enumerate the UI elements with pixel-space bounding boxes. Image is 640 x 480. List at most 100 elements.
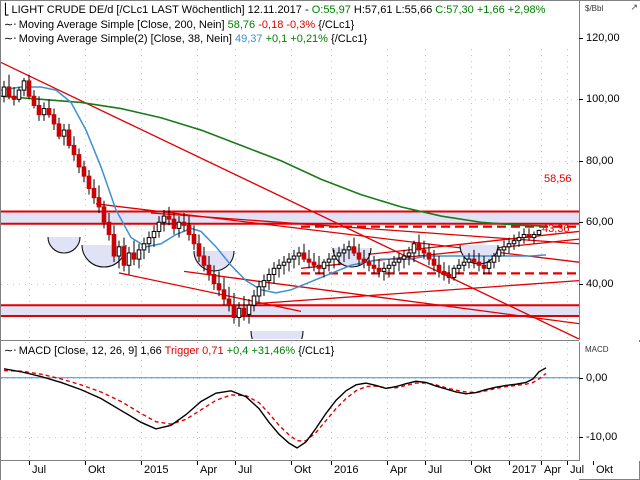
candle-body (436, 264, 442, 272)
ma200-title: Moving Average Simple [Close, 200, Nein] (18, 19, 225, 31)
candle-body (181, 221, 187, 226)
trendline-ascending (352, 230, 579, 257)
legend-row-instrument[interactable]: ⎣ LIGHT CRUDE DE/d [/CLc1 LAST Wöchentlic… (4, 3, 545, 17)
candle-body (376, 267, 382, 272)
grid-line-horizontal (1, 160, 579, 162)
candle-body (296, 252, 302, 257)
price-axis-label: 120,00 (586, 31, 620, 44)
grid-line-vertical (541, 342, 542, 461)
grid-line-vertical (235, 1, 236, 339)
macd-trigger-label: Trigger (164, 345, 200, 357)
legend-row-macd[interactable]: ∼⋅ MACD [Close, 12, 26, 9] 1,66 Trigger 0… (4, 344, 338, 358)
ma38-value: 49,37 (234, 33, 263, 45)
date-axis-label: Apr (390, 464, 408, 476)
candle-body (226, 298, 232, 306)
instrument-open: O:55,97 (311, 4, 351, 16)
candle-body (466, 258, 472, 263)
price-chart-panel[interactable]: 58,56 43,36 (1, 1, 579, 339)
date-axis-tick (85, 461, 86, 465)
date-axis-label: Okt (88, 464, 106, 476)
grid-line-vertical (331, 342, 332, 461)
candle-body (141, 243, 147, 251)
macd-chart-panel[interactable]: ∼⋅ MACD [Close, 12, 26, 9] 1,66 Trigger 0… (1, 342, 579, 461)
date-axis-tick (29, 461, 30, 465)
grid-line-horizontal (1, 99, 579, 101)
candle-body (251, 295, 257, 306)
candle-body (11, 95, 17, 100)
candle-body (301, 252, 307, 260)
macd-axis[interactable]: MACD 0,00 -10,00 (579, 342, 640, 461)
price-axis-tick (579, 37, 583, 39)
legend-row-ma200[interactable]: ∼⋅ Moving Average Simple [Close, 200, Nei… (4, 18, 354, 32)
grid-line-vertical (197, 1, 198, 339)
candle-body (476, 261, 482, 266)
price-axis[interactable]: $/Bbl ↗ 120,00 100,00 80,00 60,00 40,00 (579, 1, 640, 340)
candle-body (86, 175, 92, 189)
price-axis-label: 60,00 (586, 216, 614, 229)
candle-body (236, 307, 242, 318)
ma200-change-pct: -0,3% (286, 19, 316, 31)
candle-body (246, 304, 252, 315)
candle-body (346, 246, 352, 251)
legend-row-ma38[interactable]: ∼⋅ Moving Average Simple(2) [Close, 38, N… (4, 32, 367, 46)
grid-line-vertical (567, 342, 568, 461)
price-band-fill (1, 211, 579, 224)
date-axis-label: 2017 (512, 464, 537, 476)
candle-body (281, 261, 287, 266)
candle-body (291, 255, 297, 260)
arc-annotation (250, 330, 304, 339)
candle-body (271, 267, 277, 275)
candle-body (176, 221, 182, 229)
grid-line-vertical (141, 1, 142, 339)
candle-body (221, 289, 227, 300)
candle-body (241, 307, 247, 315)
macd-value: 1,66 (140, 345, 162, 357)
candle-body (196, 243, 202, 257)
candle-body (116, 246, 122, 257)
price-axis-tick (579, 160, 583, 162)
candle-body (401, 255, 407, 260)
macd-axis-label: -10,00 (586, 431, 618, 444)
candle-body (96, 197, 102, 208)
candle-body (211, 273, 217, 285)
candle-body (1, 86, 7, 97)
wave-icon: ∼⋅ (4, 33, 17, 45)
candle-body (361, 258, 367, 263)
grid-line-horizontal (1, 437, 579, 439)
candle-body (356, 252, 362, 260)
ma38-line (1, 86, 547, 294)
date-axis-label: Jul (570, 464, 585, 476)
instrument-close: C:57,30 (435, 4, 474, 16)
date-axis-tick (509, 461, 510, 465)
date-axis-tick (235, 461, 236, 465)
candle-body (171, 218, 177, 229)
candle-body (371, 264, 377, 269)
date-axis-tick (541, 461, 542, 465)
candle-body (266, 273, 272, 282)
candle-body (426, 252, 432, 260)
candle-body (396, 258, 402, 263)
trendline-descending (118, 272, 302, 312)
grid-line-vertical (197, 342, 198, 461)
date-axis-tick (197, 461, 198, 465)
resize-handle-icon[interactable]: ↗ (630, 2, 638, 12)
candle-body (121, 246, 127, 266)
date-axis[interactable]: Jul Okt 2015 Apr Jul Okt 2016 Apr Jul Okt 2017 Apr J… (1, 461, 613, 480)
candle-body (6, 86, 12, 97)
candle-body (421, 249, 427, 254)
trendline-descending (1, 61, 579, 339)
x-axis-divider (1, 460, 579, 461)
ma38-change: +0,1 (265, 33, 288, 45)
macd-source: {/CLc1} (298, 345, 335, 357)
grid-line-vertical (509, 1, 510, 339)
candle-body (491, 255, 497, 263)
date-axis-label: Jul (238, 464, 253, 476)
date-axis-tick (387, 461, 388, 465)
ma200-line (1, 95, 547, 227)
candle-body (161, 215, 167, 223)
candle-body (326, 258, 332, 263)
candle-body (31, 95, 37, 106)
grid-line-vertical (425, 342, 426, 461)
candle-body (431, 258, 437, 266)
candle-body (151, 230, 157, 239)
